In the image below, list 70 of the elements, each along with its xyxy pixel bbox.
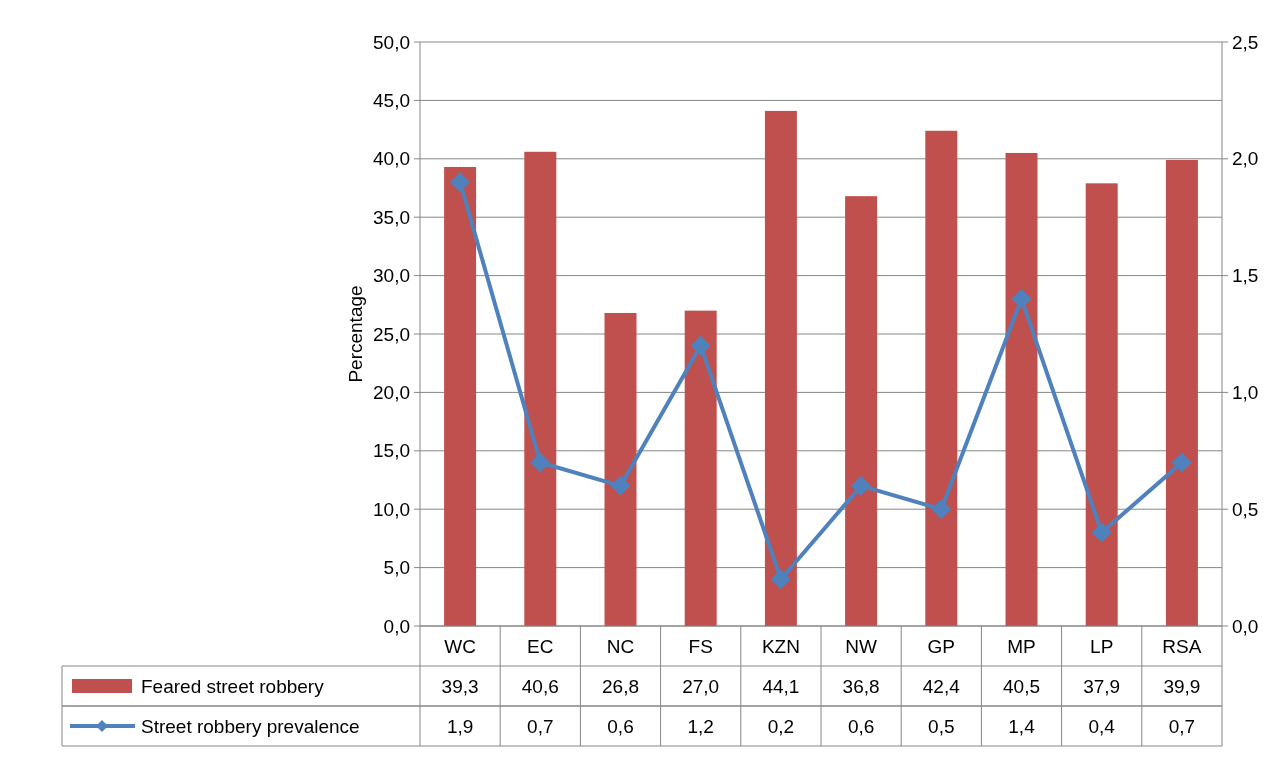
bar <box>1005 152 1038 626</box>
data-label: 44,1 <box>762 675 800 697</box>
y-tick-label: 0,0 <box>383 615 410 637</box>
y-tick-label: 45,0 <box>373 90 410 112</box>
y2-tick-label: 2,5 <box>1232 31 1259 53</box>
point <box>610 475 631 496</box>
x-tick-label: GP <box>927 635 956 657</box>
data-label: 0,6 <box>847 715 875 737</box>
bar <box>524 151 557 626</box>
data-label: 36,8 <box>842 675 880 697</box>
data-label: 39,9 <box>1163 675 1201 697</box>
bar <box>764 110 797 626</box>
y-tick-label: 50,0 <box>373 31 410 53</box>
y-tick-label: 5,0 <box>383 557 410 579</box>
y2-tick-label: 1,0 <box>1232 382 1259 404</box>
data-label: 1,9 <box>446 715 474 737</box>
x-tick-label: MP <box>1007 635 1036 657</box>
y2-tick-label: 0,5 <box>1232 498 1259 520</box>
point <box>1091 522 1112 543</box>
bar <box>925 130 958 626</box>
data-label: 0,7 <box>1168 715 1196 737</box>
point <box>530 452 551 473</box>
legend-label: Street robbery prevalence <box>141 715 360 737</box>
data-label: 0,5 <box>928 715 955 737</box>
y2-tick-label: 0,0 <box>1232 615 1259 637</box>
y2-tick-label: 2,0 <box>1232 148 1259 170</box>
y-tick-label: 25,0 <box>373 323 410 345</box>
bar <box>1085 183 1118 626</box>
y-tick-label: 10,0 <box>373 498 410 520</box>
point <box>851 475 872 496</box>
y-axis-title: Percentage <box>345 285 366 383</box>
point <box>770 569 791 590</box>
data-label: 40,5 <box>1003 675 1040 697</box>
data-label: 1,2 <box>687 715 714 737</box>
point <box>1011 288 1032 309</box>
point <box>1171 452 1192 473</box>
data-label: 42,4 <box>922 675 961 697</box>
data-label: 0,6 <box>607 715 634 737</box>
y-tick-label: 40,0 <box>373 148 410 170</box>
data-label: 1,4 <box>1008 715 1036 737</box>
y-tick-label: 20,0 <box>373 382 410 404</box>
x-tick-label: LP <box>1090 635 1114 657</box>
x-tick-label: WC <box>444 635 476 657</box>
point <box>931 499 952 520</box>
bar <box>444 166 477 626</box>
data-label: 26,8 <box>602 675 639 697</box>
bar <box>1165 159 1198 626</box>
y-tick-label: 35,0 <box>373 206 410 228</box>
point <box>690 335 711 356</box>
bar <box>604 312 637 626</box>
data-label: 27,0 <box>682 675 720 697</box>
data-label: 37,9 <box>1083 675 1121 697</box>
x-tick-label: NC <box>606 635 635 657</box>
x-tick-label: RSA <box>1162 635 1202 657</box>
legend-label: Feared street robbery <box>141 675 325 697</box>
data-label: 0,4 <box>1088 715 1116 737</box>
y2-tick-label: 1,5 <box>1232 265 1259 287</box>
x-tick-label: FS <box>688 635 713 657</box>
data-label: 39,3 <box>441 675 479 697</box>
x-tick-label: NW <box>845 635 877 657</box>
y-tick-label: 15,0 <box>373 440 410 462</box>
bar <box>684 310 717 626</box>
data-label: 0,2 <box>767 715 795 737</box>
x-tick-label: KZN <box>761 635 800 657</box>
x-tick-label: EC <box>527 635 554 657</box>
bar <box>845 196 878 626</box>
point <box>450 172 471 193</box>
data-label: 0,7 <box>527 715 554 737</box>
data-label: 40,6 <box>521 675 559 697</box>
y-tick-label: 30,0 <box>373 265 410 287</box>
